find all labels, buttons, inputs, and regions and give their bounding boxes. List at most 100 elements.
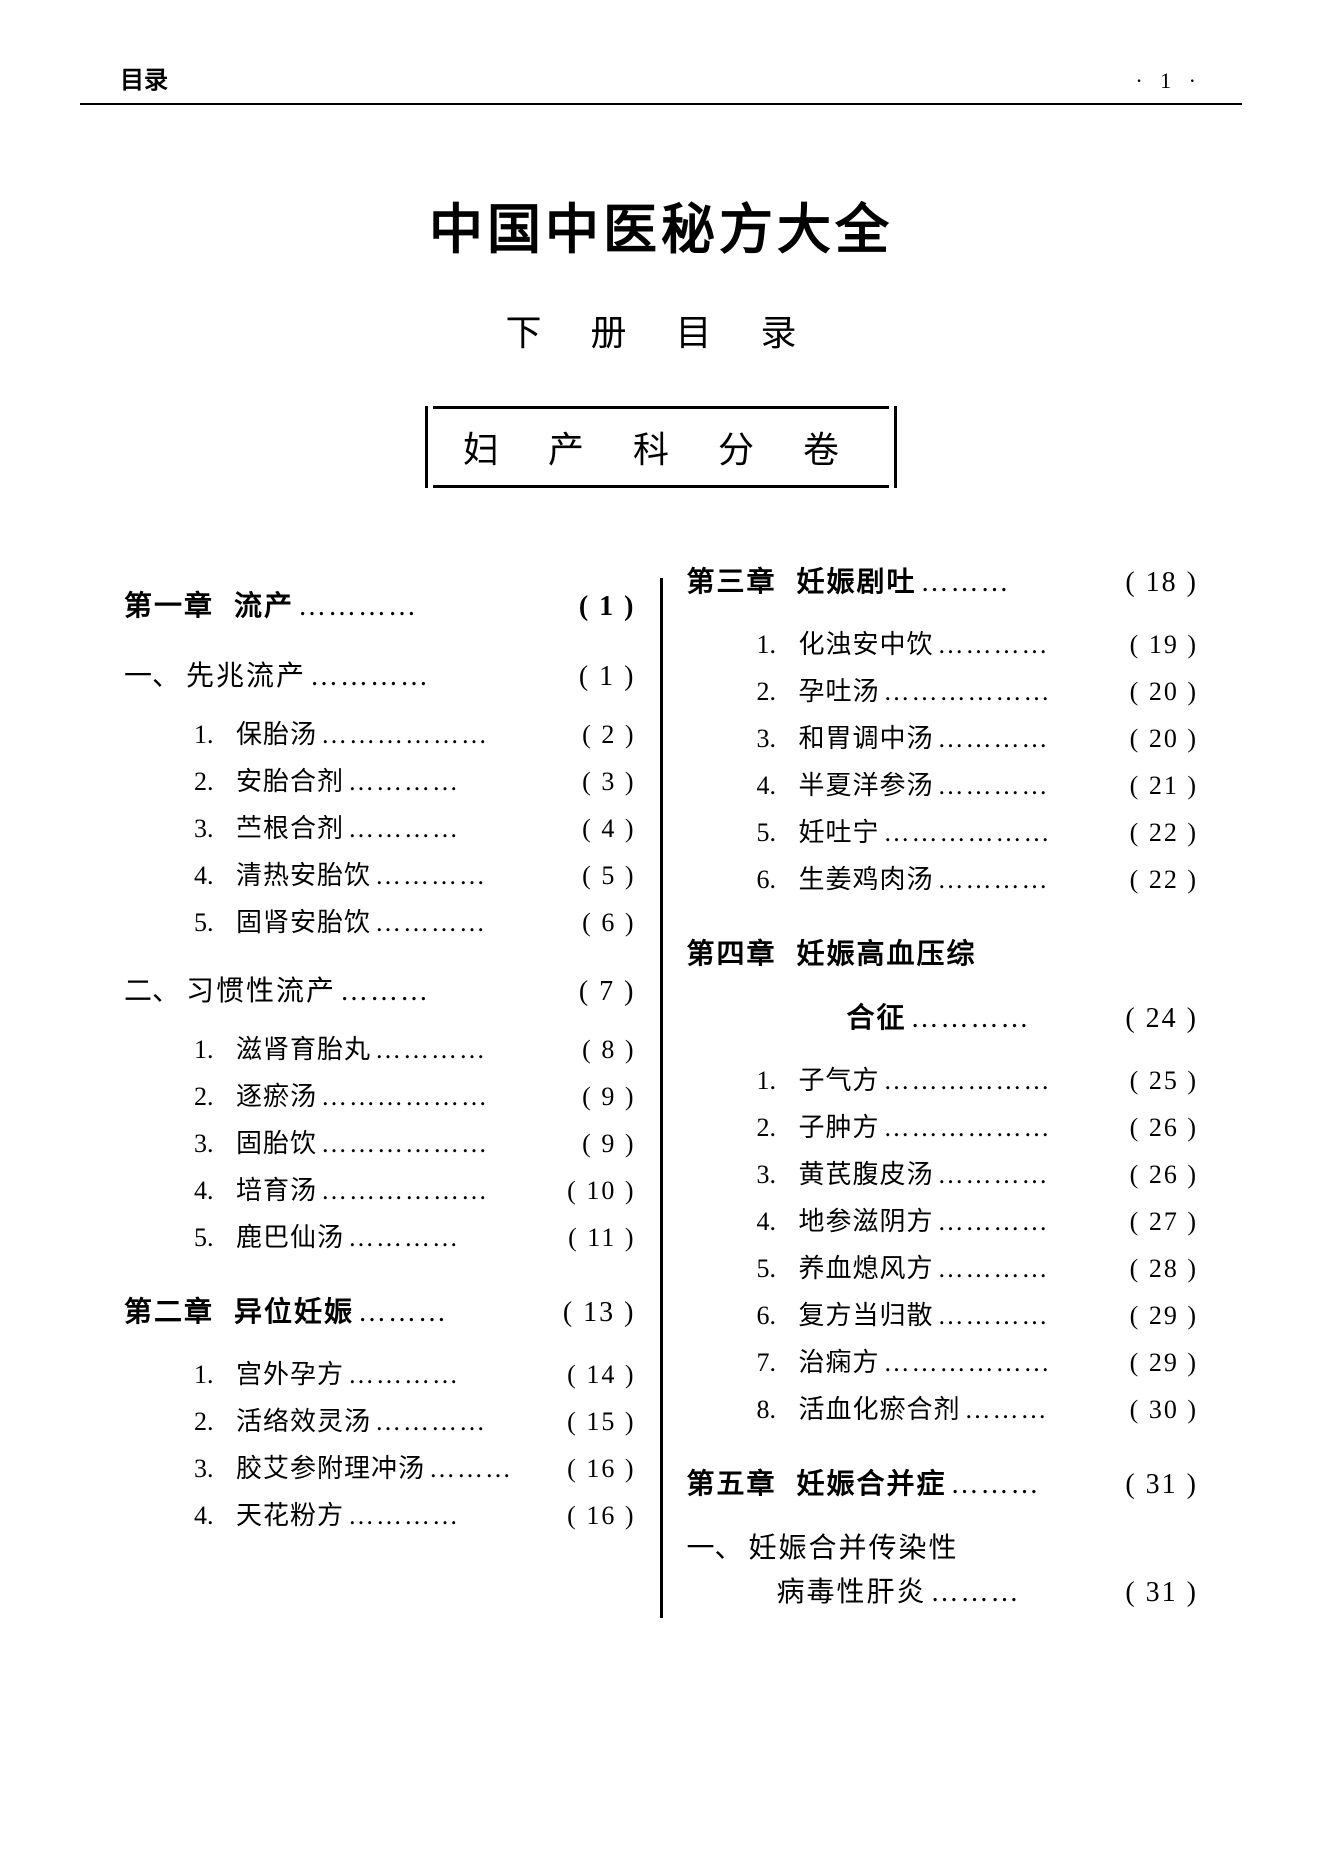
page-header: 目录 · 1 · xyxy=(80,60,1242,105)
main-title: 中国中医秘方大全 xyxy=(80,185,1242,264)
chapter-title: 妊娠剧吐 xyxy=(797,560,917,600)
entry-title: 培育汤 xyxy=(236,1170,317,1207)
entry-num: 3. xyxy=(194,1129,226,1159)
entry-title: 固肾安胎饮 xyxy=(236,902,371,939)
chapter-4-continued: 合征 ………… ( 24 ) xyxy=(827,996,1199,1036)
leader-dots: ……… xyxy=(358,1297,559,1329)
page-ref: ( 9 ) xyxy=(582,1082,635,1112)
toc-entry: 1.宫外孕方…………( 14 ) xyxy=(194,1354,636,1391)
toc-entry: 3. 胶艾参附理冲汤………( 16 ) xyxy=(194,1448,636,1485)
section-5-1-continued: 病毒性肝炎 ……… ( 31 ) xyxy=(777,1570,1199,1610)
leader-dots: ………… xyxy=(298,591,575,623)
entry-title: 逐瘀汤 xyxy=(236,1076,317,1113)
entry-num: 7. xyxy=(757,1348,789,1378)
page-ref: ( 22 ) xyxy=(1130,865,1198,895)
toc-entry: 2.活络效灵汤…………( 15 ) xyxy=(194,1401,636,1438)
toc-entry: 4.清热安胎饮…………( 5 ) xyxy=(194,855,636,892)
chapter-label: 第五章 xyxy=(687,1462,777,1502)
chapter-title: 流产 xyxy=(234,584,294,624)
page-ref: ( 29 ) xyxy=(1130,1301,1198,1331)
page-ref: ( 1 ) xyxy=(579,591,636,623)
entry-title: 苎根合剂 xyxy=(236,808,344,845)
entry-title: 地参滋阴方 xyxy=(799,1201,934,1238)
toc-entry: 4.地参滋阴方…………( 27 ) xyxy=(757,1201,1199,1238)
page-ref: ( 24 ) xyxy=(1125,1003,1198,1035)
section-5-1: 一、 妊娠合并传染性 xyxy=(687,1526,1199,1566)
page-ref: ( 4 ) xyxy=(582,814,635,844)
leader-dots: ………… xyxy=(310,661,575,693)
toc-left-column: 第一章 流产 ………… ( 1 ) 一、 先兆流产 ………… ( 1 ) 1.保… xyxy=(100,548,660,1618)
entry-title: 活络效灵汤 xyxy=(236,1401,371,1438)
toc-entry: 4.半夏洋参汤…………( 21 ) xyxy=(757,765,1199,802)
toc-entry: 8.活血化瘀合剂………( 30 ) xyxy=(757,1389,1199,1426)
toc-entry: 4.天花粉方…………( 16 ) xyxy=(194,1495,636,1532)
toc-entry: 1.子气方………………( 25 ) xyxy=(757,1060,1199,1097)
entry-num: 3. xyxy=(757,724,789,754)
entry-title: 清热安胎饮 xyxy=(236,855,371,892)
entry-title: 生姜鸡肉汤 xyxy=(799,859,934,896)
page-ref: ( 28 ) xyxy=(1130,1254,1198,1284)
leader-dots: ………… xyxy=(938,1160,1126,1190)
leader-dots: ………… xyxy=(911,1003,1122,1035)
leader-dots: ……………… xyxy=(321,1176,563,1206)
page-ref: ( 5 ) xyxy=(582,861,635,891)
leader-dots: ………… xyxy=(938,630,1126,660)
leader-dots: ……… xyxy=(931,1577,1122,1609)
chapter-title: 妊娠合并症 xyxy=(797,1462,947,1502)
toc-entry: 3.黄芪腹皮汤…………( 26 ) xyxy=(757,1154,1199,1191)
leader-dots: ……… xyxy=(429,1454,563,1484)
page-ref: ( 9 ) xyxy=(582,1129,635,1159)
leader-dots: ………… xyxy=(348,1501,563,1531)
chapter-3: 第三章 妊娠剧吐 ……… ( 18 ) xyxy=(687,560,1199,600)
leader-dots: ………… xyxy=(938,724,1126,754)
entry-num: 2. xyxy=(757,677,789,707)
page-ref: ( 16 ) xyxy=(567,1454,635,1484)
volume-box: 妇 产 科 分 卷 xyxy=(80,406,1242,488)
section-title: 妊娠合并传染性 xyxy=(749,1526,959,1566)
page-ref: ( 7 ) xyxy=(579,976,636,1008)
entry-title: 治痫方 xyxy=(799,1342,880,1379)
section-1-1: 一、 先兆流产 ………… ( 1 ) xyxy=(124,654,636,694)
page-ref: ( 14 ) xyxy=(567,1360,635,1390)
leader-dots: ……… xyxy=(340,976,575,1008)
page-ref: ( 8 ) xyxy=(582,1035,635,1065)
entry-num: 4. xyxy=(757,771,789,801)
leader-dots: ……… xyxy=(921,567,1122,599)
entry-num: 1. xyxy=(757,1066,789,1096)
page-ref: ( 20 ) xyxy=(1130,677,1198,707)
entry-title: 化浊安中饮 xyxy=(799,624,934,661)
page-ref: ( 13 ) xyxy=(563,1297,636,1329)
section-title-cont: 病毒性肝炎 xyxy=(777,1570,927,1610)
leader-dots: ………… xyxy=(375,908,578,938)
toc-entry: 4.培育汤………………( 10 ) xyxy=(194,1170,636,1207)
toc-entry: 2.子肿方………………( 26 ) xyxy=(757,1107,1199,1144)
page-ref: ( 10 ) xyxy=(567,1176,635,1206)
page-ref: ( 30 ) xyxy=(1130,1395,1198,1425)
toc-entry: 5.养血熄风方…………( 28 ) xyxy=(757,1248,1199,1285)
entry-num: 1. xyxy=(194,1035,226,1065)
toc-entry: 1.保胎汤………………( 2 ) xyxy=(194,714,636,751)
chapter-5: 第五章 妊娠合并症 ……… ( 31 ) xyxy=(687,1462,1199,1502)
leader-dots: ……………… xyxy=(884,677,1126,707)
leader-dots: ………… xyxy=(938,771,1126,801)
section-title: 习惯性流产 xyxy=(186,969,336,1009)
entry-title: 妊吐宁 xyxy=(799,812,880,849)
page-ref: ( 29 ) xyxy=(1130,1348,1198,1378)
entry-num: 2. xyxy=(194,1082,226,1112)
entry-num: 3. xyxy=(757,1160,789,1190)
toc-columns: 第一章 流产 ………… ( 1 ) 一、 先兆流产 ………… ( 1 ) 1.保… xyxy=(80,548,1242,1618)
entry-title: 胶艾参附理冲汤 xyxy=(236,1448,425,1485)
entry-num: 5. xyxy=(194,908,226,938)
entry-title: 宫外孕方 xyxy=(236,1354,344,1391)
leader-dots: ………… xyxy=(375,1035,578,1065)
entry-num: 4. xyxy=(757,1207,789,1237)
entry-num: 3. xyxy=(194,1454,226,1484)
page-ref: ( 1 ) xyxy=(579,661,636,693)
entry-title: 半夏洋参汤 xyxy=(799,765,934,802)
entry-title: 安胎合剂 xyxy=(236,761,344,798)
section-num: 二、 xyxy=(124,969,180,1009)
entry-title: 和胃调中汤 xyxy=(799,718,934,755)
leader-dots: ………… xyxy=(348,1360,563,1390)
toc-right-column: 第三章 妊娠剧吐 ……… ( 18 ) 1.化浊安中饮…………( 19 ) 2.… xyxy=(663,548,1223,1618)
sub-title: 下 册 目 录 xyxy=(80,304,1242,356)
